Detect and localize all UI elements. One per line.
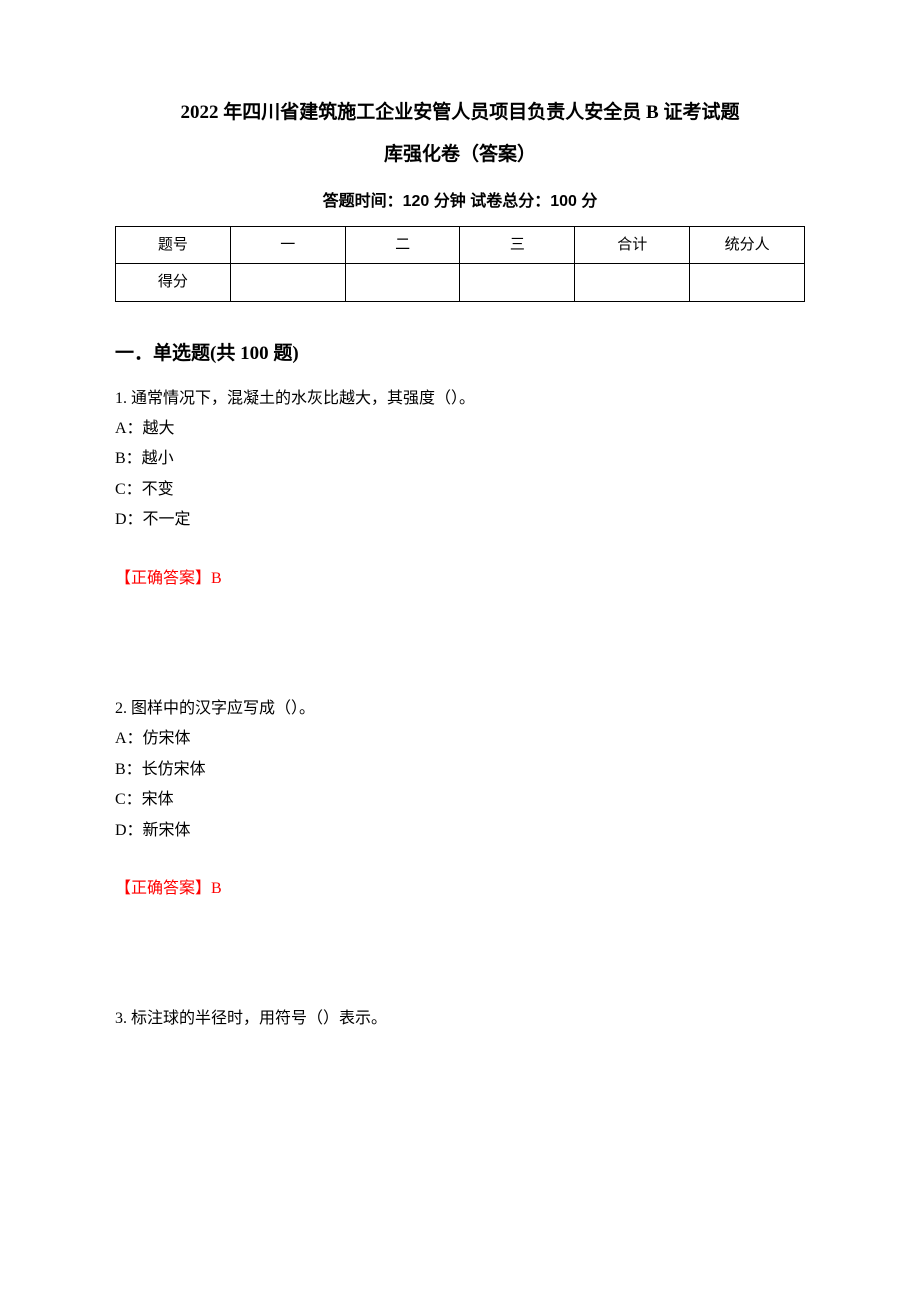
option-a: A：仿宋体	[115, 724, 805, 754]
option-d: D：不一定	[115, 505, 805, 535]
option-b: B：长仿宋体	[115, 755, 805, 785]
score-header-cell: 合计	[575, 226, 690, 264]
question-3: 3. 标注球的半径时，用符号（）表示。	[115, 1004, 805, 1034]
question-2: 2. 图样中的汉字应写成（）。 A：仿宋体 B：长仿宋体 C：宋体 D：新宋体 …	[115, 694, 805, 904]
option-c: C：宋体	[115, 785, 805, 815]
score-header-cell: 统分人	[690, 226, 805, 264]
score-cell	[575, 264, 690, 302]
question-1: 1. 通常情况下，混凝土的水灰比越大，其强度（）。 A：越大 B：越小 C：不变…	[115, 384, 805, 594]
question-stem: 2. 图样中的汉字应写成（）。	[115, 694, 805, 724]
score-header-row: 题号 一 二 三 合计 统分人	[116, 226, 805, 264]
option-c: C：不变	[115, 475, 805, 505]
correct-answer: 【正确答案】B	[115, 874, 805, 904]
score-header-cell: 三	[460, 226, 575, 264]
score-value-row: 得分	[116, 264, 805, 302]
score-cell	[230, 264, 345, 302]
score-header-cell: 二	[345, 226, 460, 264]
exam-title-line2: 库强化卷（答案）	[115, 137, 805, 173]
score-cell	[345, 264, 460, 302]
score-cell	[690, 264, 805, 302]
exam-timing: 答题时间：120 分钟 试卷总分：100 分	[115, 187, 805, 217]
option-a: A：越大	[115, 414, 805, 444]
exam-title-line1: 2022 年四川省建筑施工企业安管人员项目负责人安全员 B 证考试题	[115, 95, 805, 131]
correct-answer: 【正确答案】B	[115, 564, 805, 594]
score-table: 题号 一 二 三 合计 统分人 得分	[115, 226, 805, 302]
score-header-cell: 题号	[116, 226, 231, 264]
option-b: B：越小	[115, 444, 805, 474]
score-row-label: 得分	[116, 264, 231, 302]
score-cell	[460, 264, 575, 302]
option-d: D：新宋体	[115, 816, 805, 846]
question-stem: 3. 标注球的半径时，用符号（）表示。	[115, 1004, 805, 1034]
score-header-cell: 一	[230, 226, 345, 264]
section-heading: 一．单选题(共 100 题)	[115, 336, 805, 372]
question-stem: 1. 通常情况下，混凝土的水灰比越大，其强度（）。	[115, 384, 805, 414]
